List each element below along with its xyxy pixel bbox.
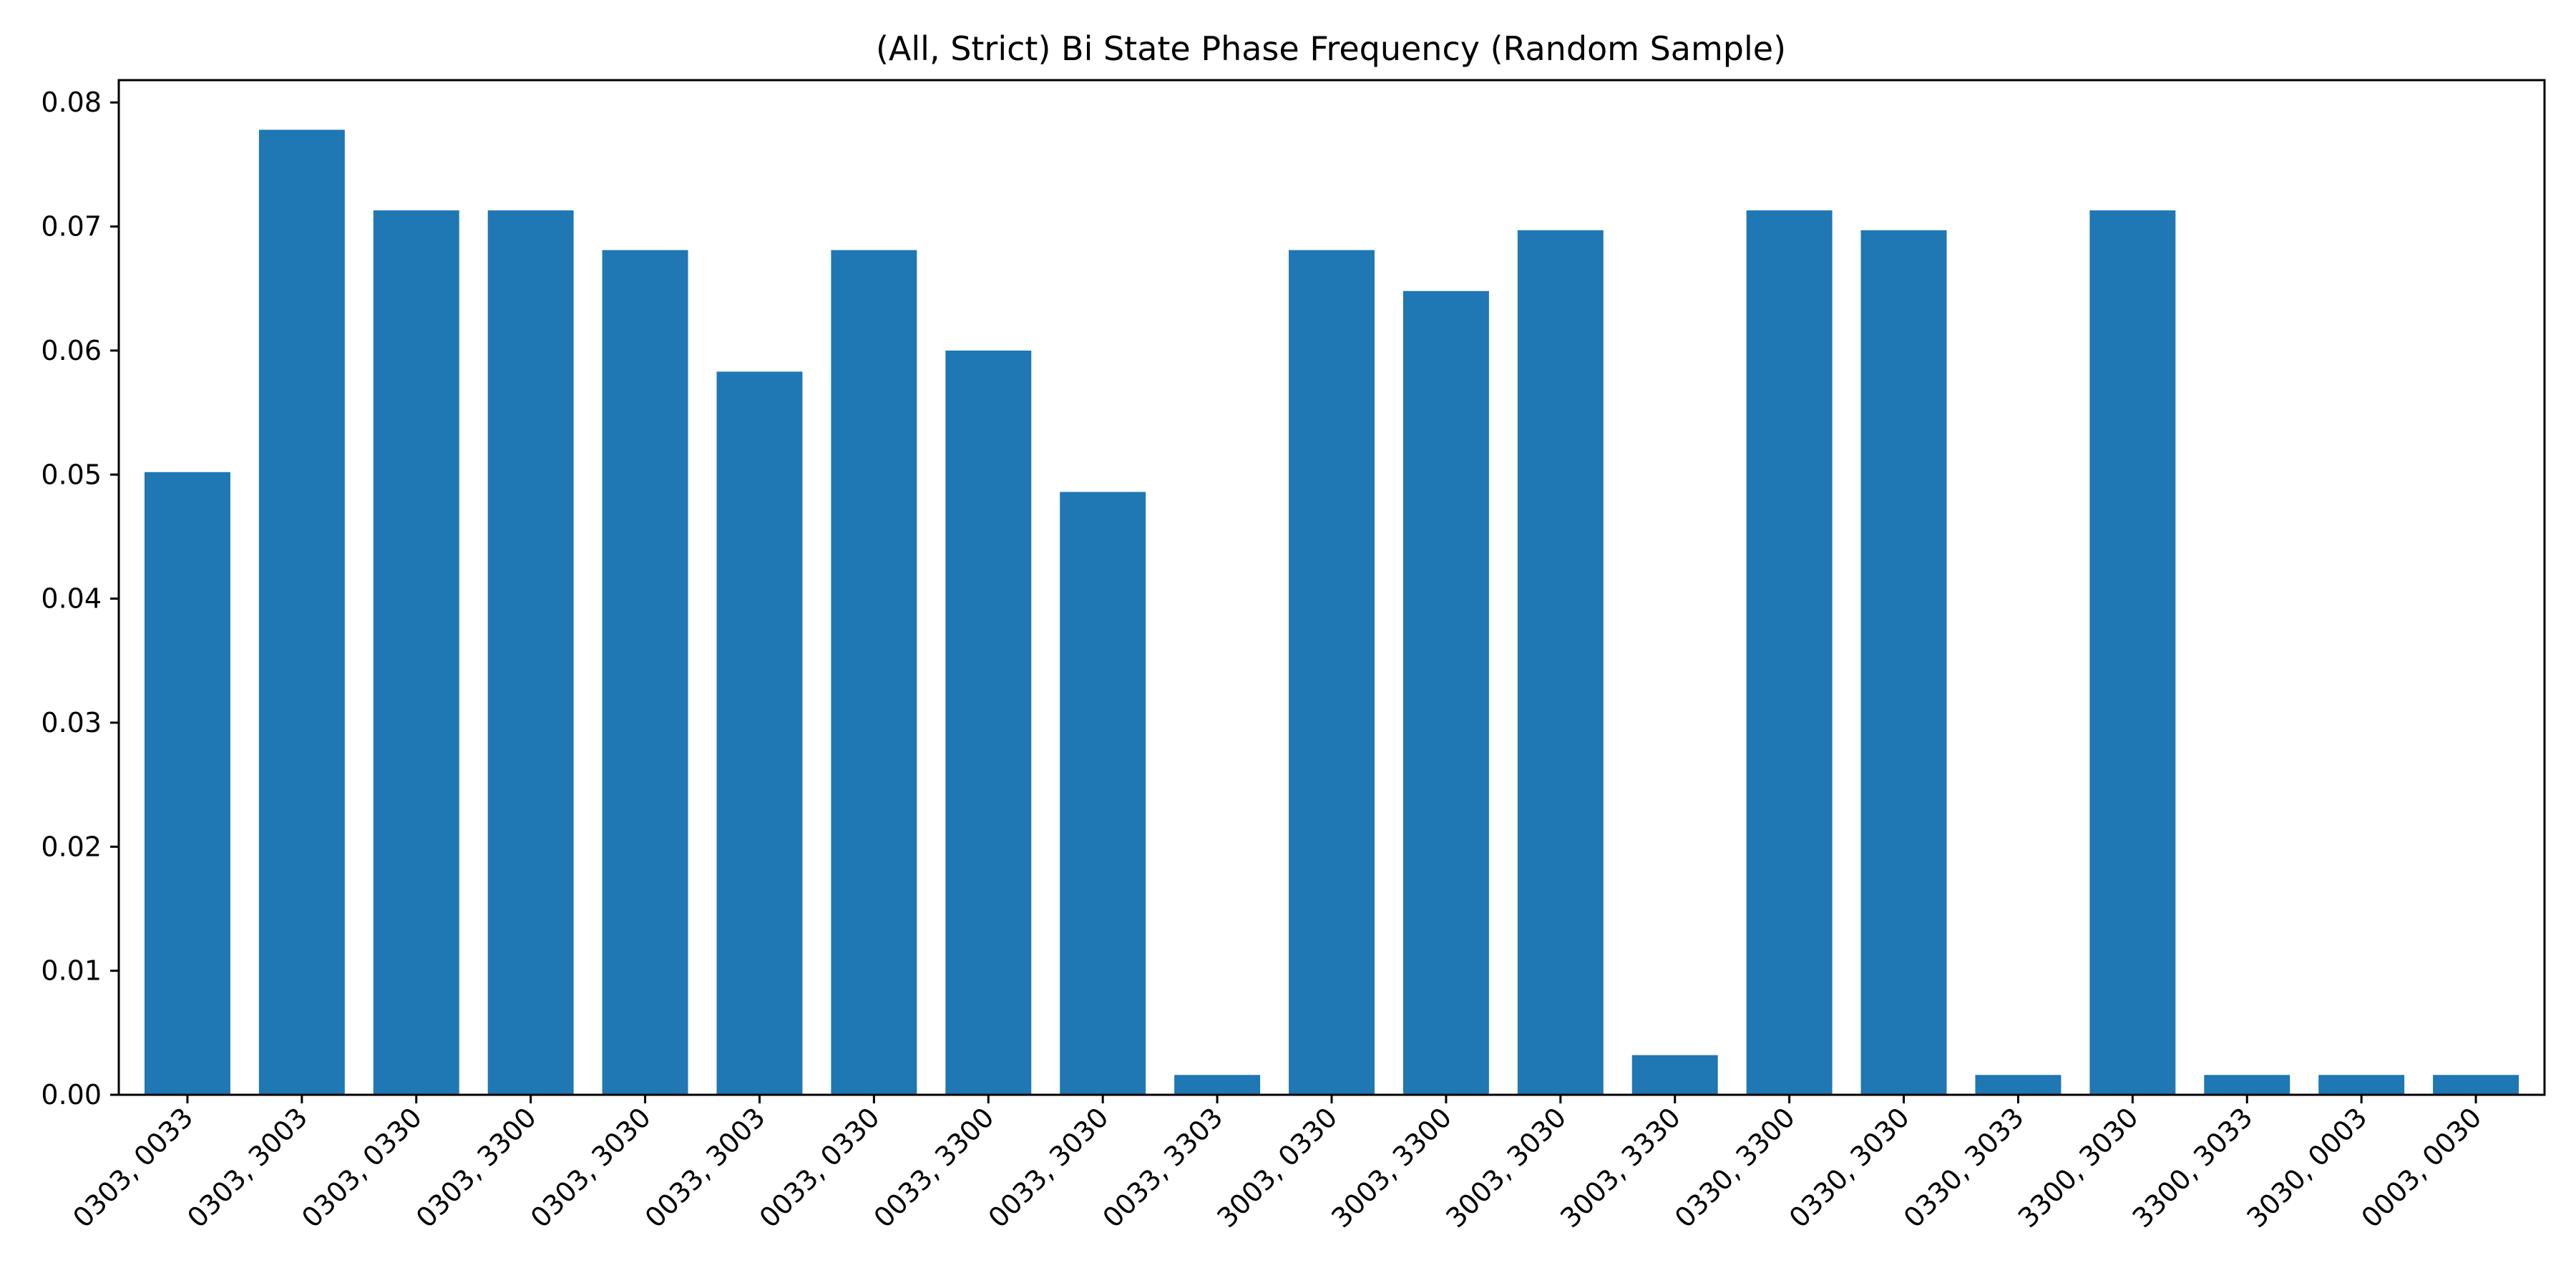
bar-20: [2433, 1075, 2519, 1095]
x-tick-label-13: 3003, 3330: [1554, 1101, 1687, 1234]
x-tick-label-4: 0303, 3030: [525, 1101, 657, 1234]
bar-16: [1975, 1075, 2062, 1095]
x-tick-label-19: 3030, 0003: [2241, 1101, 2373, 1234]
bar-4: [602, 250, 688, 1095]
x-tick-label-9: 0033, 3303: [1096, 1101, 1229, 1234]
x-tick-label-6: 0033, 0330: [753, 1101, 886, 1234]
x-tick-label-8: 0033, 3030: [982, 1101, 1115, 1234]
x-tick-label-7: 0033, 3300: [868, 1101, 1000, 1234]
y-tick-label-4: 0.04: [41, 583, 102, 615]
bar-14: [1746, 210, 1833, 1095]
x-tick-label-16: 0330, 3033: [1898, 1101, 2030, 1234]
x-tick-label-0: 0303, 0033: [67, 1101, 199, 1234]
y-tick-label-0: 0.00: [41, 1079, 102, 1111]
y-tick-label-1: 0.01: [41, 955, 102, 987]
y-tick-label-8: 0.08: [41, 87, 102, 118]
bar-13: [1631, 1055, 1718, 1095]
y-tick-label-3: 0.03: [41, 707, 102, 738]
bar-11: [1402, 291, 1489, 1096]
bar-3: [487, 210, 574, 1095]
bar-1: [258, 130, 345, 1096]
x-tick-label-1: 0303, 3003: [181, 1101, 313, 1234]
bar-15: [1860, 230, 1947, 1095]
bar-18: [2204, 1075, 2290, 1095]
bar-0: [144, 472, 230, 1095]
y-tick-label-2: 0.02: [41, 831, 102, 862]
bar-10: [1289, 250, 1375, 1095]
bar-12: [1517, 230, 1604, 1095]
bar-5: [716, 371, 803, 1095]
x-tick-label-10: 3003, 0330: [1211, 1101, 1343, 1234]
x-tick-label-11: 3003, 3300: [1325, 1101, 1458, 1234]
x-tick-label-15: 0330, 3030: [1783, 1101, 1916, 1234]
y-tick-label-6: 0.06: [41, 335, 102, 366]
x-tick-label-12: 3003, 3030: [1440, 1101, 1572, 1234]
plot-frame: [117, 79, 2546, 1096]
bar-17: [2089, 210, 2176, 1095]
x-tick-label-5: 0033, 3003: [639, 1101, 771, 1234]
bar-9: [1174, 1075, 1261, 1095]
y-axis: 0.00 0.01 0.02 0.03 0.04 0.05 0.06 0.07 0.08: [41, 87, 119, 1111]
bar-8: [1060, 492, 1146, 1095]
bars-layer: [144, 130, 2519, 1096]
x-tick-label-18: 3300, 3033: [2127, 1101, 2259, 1234]
x-tick-label-17: 3300, 3030: [2012, 1101, 2145, 1234]
x-tick-label-3: 0303, 3300: [410, 1101, 542, 1234]
x-tick-label-14: 0330, 3300: [1669, 1101, 1801, 1234]
y-tick-label-5: 0.05: [41, 459, 102, 490]
bar-19: [2318, 1075, 2405, 1095]
bar-2: [373, 210, 459, 1095]
x-tick-label-2: 0303, 0330: [296, 1101, 428, 1234]
chart-title: (All, Strict) Bi State Phase Frequency (…: [876, 29, 1786, 68]
y-tick-label-7: 0.07: [41, 211, 102, 243]
bar-7: [945, 350, 1032, 1095]
bar-6: [831, 250, 917, 1095]
x-tick-label-20: 0003, 0030: [2355, 1101, 2487, 1234]
